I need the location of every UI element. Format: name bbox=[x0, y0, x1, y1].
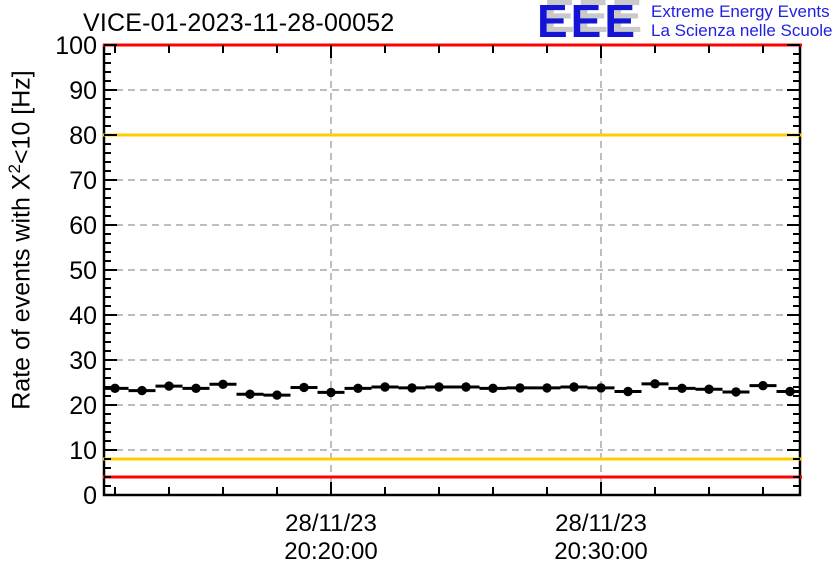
svg-text:40: 40 bbox=[69, 302, 97, 330]
data-point bbox=[380, 382, 390, 392]
data-point bbox=[758, 380, 768, 391]
data-point bbox=[110, 383, 120, 394]
data-point bbox=[218, 379, 228, 389]
threshold-lines bbox=[103, 43, 802, 479]
svg-text:100: 100 bbox=[55, 32, 97, 60]
svg-text:0: 0 bbox=[83, 482, 97, 510]
svg-text:28/11/23: 28/11/23 bbox=[555, 510, 647, 537]
data-point bbox=[353, 383, 363, 394]
eee-logo-acronym: EEE bbox=[537, 0, 639, 47]
data-point bbox=[515, 383, 525, 393]
data-point bbox=[731, 387, 741, 397]
chart-title: VICE-01-2023-11-28-00052 bbox=[83, 9, 395, 37]
y-axis-label-text: Rate of events with X bbox=[7, 173, 36, 410]
data-point bbox=[461, 382, 471, 392]
y-axis-label-unit: <10 [Hz] bbox=[7, 70, 36, 165]
data-point bbox=[488, 383, 498, 394]
data-point bbox=[650, 379, 660, 389]
data-point bbox=[677, 383, 687, 394]
data-point bbox=[299, 382, 309, 393]
y-axis-label-exponent: 2 bbox=[5, 164, 25, 174]
data-series bbox=[104, 379, 800, 400]
data-point bbox=[407, 383, 417, 393]
y-tick-labels: 0 10 20 30 40 50 60 70 80 90 100 bbox=[55, 32, 97, 510]
y-axis-label: Rate of events with X2<10 [Hz] bbox=[5, 70, 37, 410]
data-point bbox=[191, 383, 201, 394]
data-point bbox=[245, 389, 255, 399]
svg-text:20:30:00: 20:30:00 bbox=[554, 538, 647, 565]
svg-text:70: 70 bbox=[69, 167, 97, 195]
gridlines bbox=[104, 45, 800, 495]
data-point bbox=[569, 382, 579, 392]
data-point bbox=[137, 385, 147, 396]
data-point bbox=[434, 382, 444, 392]
data-point bbox=[623, 386, 633, 397]
data-point bbox=[596, 383, 606, 393]
eee-logo-line1: Extreme Energy Events bbox=[651, 2, 830, 21]
data-point bbox=[272, 390, 282, 400]
eee-logo: EEE Extreme Energy Events La Scienza nel… bbox=[537, 0, 833, 47]
data-point bbox=[785, 386, 795, 397]
svg-text:60: 60 bbox=[69, 212, 97, 240]
svg-text:20: 20 bbox=[69, 392, 97, 420]
svg-text:10: 10 bbox=[69, 437, 97, 465]
svg-text:80: 80 bbox=[69, 122, 97, 150]
data-point bbox=[326, 387, 336, 398]
eee-logo-text: Extreme Energy Events La Scienza nelle S… bbox=[651, 2, 833, 40]
axis-ticks bbox=[104, 44, 800, 496]
svg-text:28/11/23: 28/11/23 bbox=[285, 510, 377, 537]
svg-text:30: 30 bbox=[69, 347, 97, 375]
data-point bbox=[542, 383, 552, 393]
svg-text:20:20:00: 20:20:00 bbox=[284, 538, 377, 565]
data-point bbox=[704, 384, 714, 394]
data-point bbox=[164, 381, 174, 391]
eee-logo-line2: La Scienza nelle Scuole bbox=[651, 20, 833, 40]
svg-text:50: 50 bbox=[69, 257, 97, 285]
svg-text:90: 90 bbox=[69, 77, 97, 105]
